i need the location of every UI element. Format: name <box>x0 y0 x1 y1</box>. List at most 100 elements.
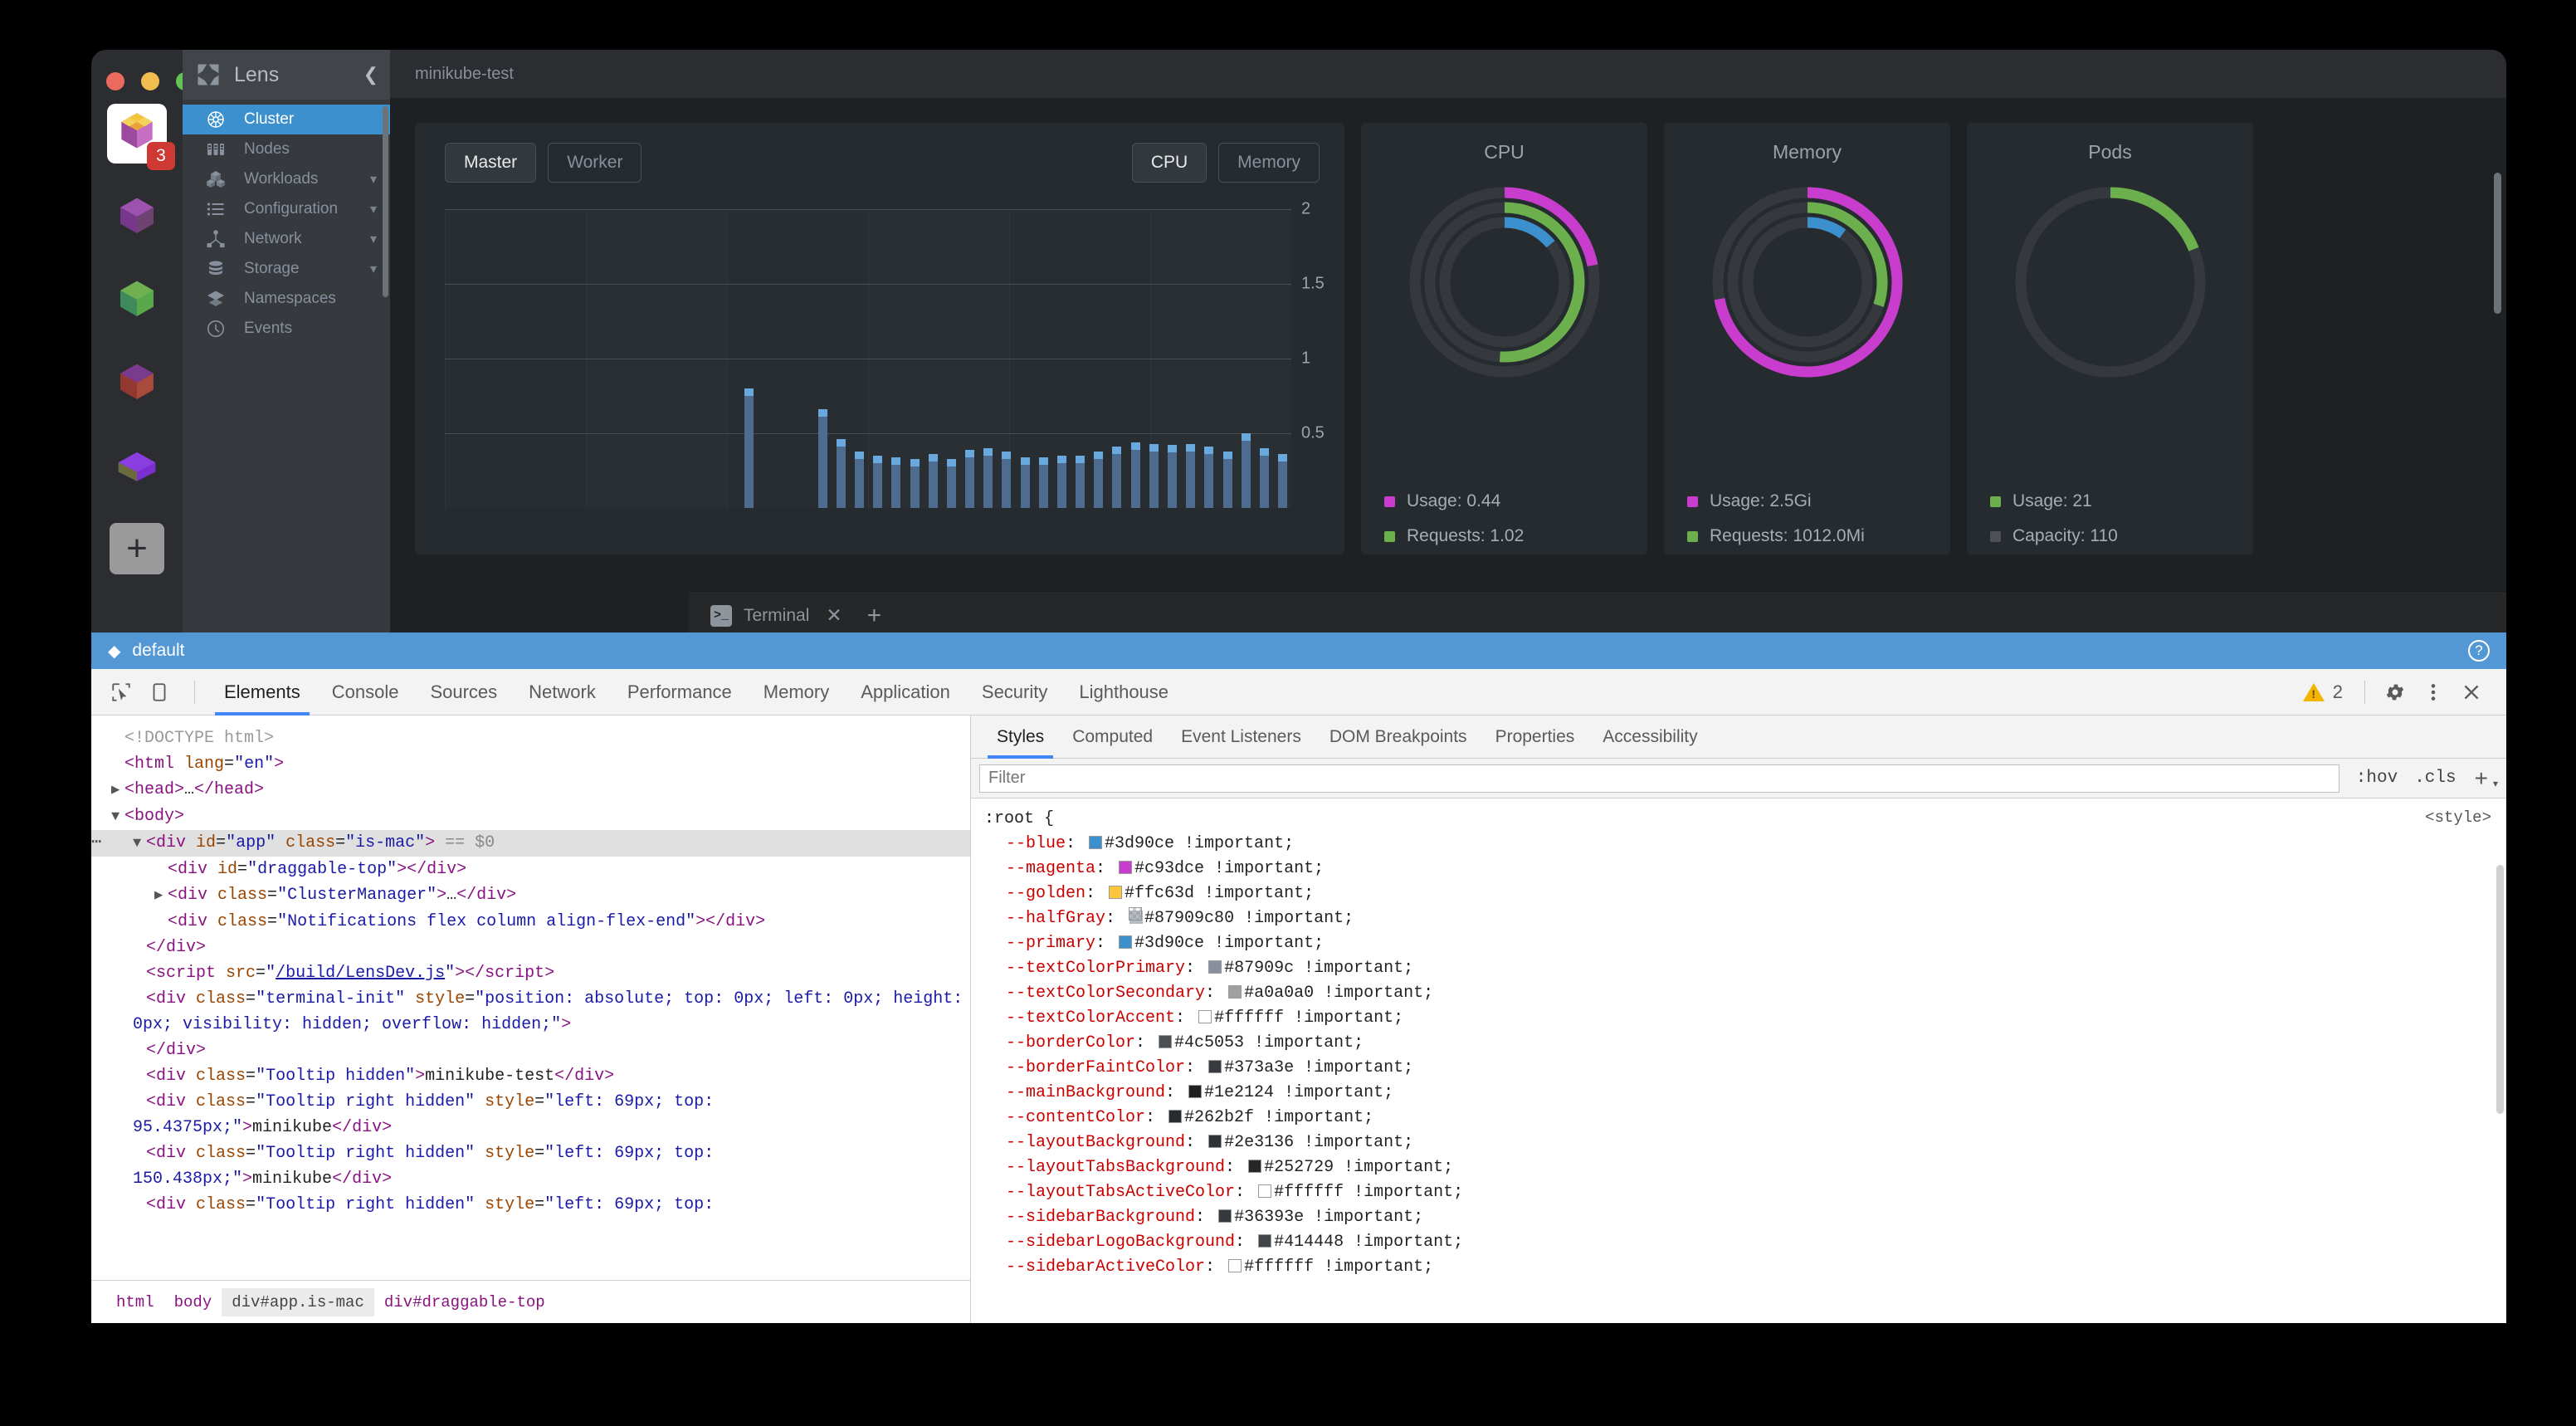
css-declaration[interactable]: --layoutBackground: #2e3136 !important; <box>1006 1133 1414 1152</box>
css-declaration[interactable]: --textColorSecondary: #a0a0a0 !important… <box>1006 984 1434 1003</box>
css-property[interactable]: --textColorAccent <box>1006 1008 1176 1028</box>
sidebar-item-nodes[interactable]: Nodes <box>183 134 390 164</box>
tab-network[interactable]: Network <box>529 681 596 702</box>
css-value[interactable]: #1e2124 !important; <box>1204 1083 1394 1102</box>
cluster-icon-5[interactable] <box>107 436 167 496</box>
help-icon[interactable]: ? <box>2468 640 2490 662</box>
chevron-down-icon[interactable]: ▾ <box>369 203 377 217</box>
css-value[interactable]: #252729 !important; <box>1264 1158 1454 1177</box>
disclosure-triangle-icon[interactable]: ▼ <box>133 836 142 852</box>
css-value[interactable]: #36393e !important; <box>1234 1208 1424 1227</box>
css-property[interactable]: --layoutTabsBackground <box>1006 1158 1226 1177</box>
cluster-icon-2[interactable] <box>107 187 167 247</box>
sidebar-item-cluster[interactable]: Cluster <box>183 105 390 134</box>
tab-accessibility[interactable]: Accessibility <box>1603 726 1698 746</box>
chevron-down-icon[interactable]: ▾ <box>2492 778 2498 789</box>
css-value[interactable]: #ffffff !important; <box>1214 1008 1404 1028</box>
css-property[interactable]: --sidebarBackground <box>1006 1208 1196 1227</box>
css-property[interactable]: --layoutTabsActiveColor <box>1006 1183 1236 1202</box>
css-value[interactable]: #ffc63d !important; <box>1125 884 1315 903</box>
tab-dom-breakpoints[interactable]: DOM Breakpoints <box>1329 726 1467 746</box>
tab-security[interactable]: Security <box>981 681 1048 702</box>
css-declaration[interactable]: --contentColor: #262b2f !important; <box>1006 1108 1374 1127</box>
css-declaration[interactable]: --textColorPrimary: #87909c !important; <box>1006 959 1414 978</box>
hov-toggle[interactable]: :hov <box>2355 769 2398 788</box>
css-property[interactable]: --borderColor <box>1006 1033 1136 1052</box>
terminal-tab[interactable]: >_ Terminal <box>710 604 809 627</box>
cluster-icon-1[interactable]: 3 <box>107 104 175 170</box>
css-value[interactable]: #3d90ce !important; <box>1105 834 1295 853</box>
inspect-cursor-icon[interactable] <box>105 676 138 709</box>
sidebar-item-workloads[interactable]: Workloads ▾ <box>183 164 390 194</box>
disclosure-triangle-icon[interactable]: ▶ <box>154 888 163 904</box>
dom-node-line[interactable]: ▶ <div class="ClusterManager">…</div> <box>91 882 970 909</box>
kebab-menu-icon[interactable] <box>2417 676 2450 709</box>
css-value[interactable]: #87909c !important; <box>1224 959 1414 978</box>
color-swatch[interactable] <box>1119 861 1133 874</box>
color-swatch[interactable] <box>1258 1234 1272 1248</box>
dom-node-line[interactable]: </div> <box>146 1041 207 1060</box>
color-swatch[interactable] <box>1109 886 1123 899</box>
dom-node-line[interactable]: <html lang="en"> <box>124 755 285 774</box>
css-declaration[interactable]: --borderFaintColor: #373a3e !important; <box>1006 1058 1414 1077</box>
chevron-down-icon[interactable]: ▾ <box>369 232 377 247</box>
css-property[interactable]: --blue <box>1006 834 1066 853</box>
css-property[interactable]: --mainBackground <box>1006 1083 1166 1102</box>
cluster-icon-3[interactable] <box>107 270 167 330</box>
tab-master[interactable]: Master <box>445 143 537 183</box>
close-icon[interactable] <box>2455 676 2488 709</box>
sidebar-item-events[interactable]: Events <box>183 314 390 344</box>
sidebar-item-network[interactable]: Network ▾ <box>183 224 390 254</box>
css-value[interactable]: #414448 !important; <box>1274 1233 1464 1252</box>
cls-toggle[interactable]: .cls <box>2414 769 2456 788</box>
tab-elements[interactable]: Elements <box>208 669 316 715</box>
dom-node-line[interactable]: <div id="draggable-top"></div> <box>168 860 467 879</box>
css-declaration[interactable]: --sidebarLogoBackground: #414448 !import… <box>1006 1233 1464 1252</box>
css-property[interactable]: --textColorPrimary <box>1006 959 1186 978</box>
css-declaration[interactable]: --halfGray: #87909c80 !important; <box>1006 907 1354 928</box>
css-property[interactable]: --contentColor <box>1006 1108 1146 1127</box>
css-declaration[interactable]: --primary: #3d90ce !important; <box>1006 934 1325 953</box>
color-swatch[interactable] <box>1198 1010 1212 1023</box>
css-property[interactable]: --golden <box>1006 884 1086 903</box>
css-declaration[interactable]: --sidebarActiveColor: #ffffff !important… <box>1006 1258 1434 1277</box>
css-declaration[interactable]: --golden: #ffc63d !important; <box>1006 884 1315 903</box>
css-declaration[interactable]: --mainBackground: #1e2124 !important; <box>1006 1083 1394 1102</box>
disclosure-triangle-icon[interactable]: ▼ <box>111 809 120 825</box>
color-swatch[interactable] <box>1168 1110 1183 1123</box>
tab-memory[interactable]: Memory <box>763 681 830 702</box>
gear-icon[interactable] <box>2378 676 2412 709</box>
css-property[interactable]: --primary <box>1006 934 1096 953</box>
dom-node-line[interactable]: <div class="Tooltip hidden">minikube-tes… <box>146 1067 615 1086</box>
tab-application[interactable]: Application <box>861 681 950 702</box>
color-swatch[interactable] <box>1129 907 1144 924</box>
tab-event-listeners[interactable]: Event Listeners <box>1181 726 1301 746</box>
css-declaration[interactable]: --textColorAccent: #ffffff !important; <box>1006 1008 1404 1028</box>
css-declaration[interactable]: --layoutTabsBackground: #252729 !importa… <box>1006 1158 1454 1177</box>
dom-node-line[interactable]: <div class="terminal-init" style="positi… <box>133 989 964 1034</box>
tab-sources[interactable]: Sources <box>430 681 498 702</box>
color-swatch[interactable] <box>1208 1060 1222 1073</box>
css-value[interactable]: #ffffff !important; <box>1244 1258 1434 1277</box>
breadcrumb-item[interactable]: html <box>116 1292 154 1311</box>
close-window-button[interactable] <box>106 72 124 90</box>
css-property[interactable]: --textColorSecondary <box>1006 984 1206 1003</box>
tab-computed[interactable]: Computed <box>1072 726 1154 746</box>
new-style-rule-button[interactable]: + <box>2474 764 2488 791</box>
color-swatch[interactable] <box>1119 935 1133 949</box>
css-value[interactable]: #87909c80 !important; <box>1144 909 1354 928</box>
breadcrumb-item[interactable]: body <box>173 1292 212 1311</box>
color-swatch[interactable] <box>1208 960 1222 974</box>
color-swatch[interactable] <box>1089 836 1103 849</box>
css-value[interactable]: #2e3136 !important; <box>1224 1133 1414 1152</box>
css-value[interactable]: #ffffff !important; <box>1274 1183 1464 1202</box>
disclosure-triangle-icon[interactable]: ▶ <box>111 783 120 798</box>
dom-node-line[interactable]: <div class="Tooltip right hidden" style=… <box>146 1195 715 1214</box>
minimize-window-button[interactable] <box>141 72 159 90</box>
tab-styles[interactable]: Styles <box>983 715 1058 759</box>
sidebar-scrollbar[interactable] <box>383 106 388 297</box>
css-property[interactable]: --sidebarLogoBackground <box>1006 1233 1236 1252</box>
color-swatch[interactable] <box>1159 1035 1173 1048</box>
css-value[interactable]: #c93dce !important; <box>1134 859 1325 878</box>
css-property[interactable]: --borderFaintColor <box>1006 1058 1186 1077</box>
